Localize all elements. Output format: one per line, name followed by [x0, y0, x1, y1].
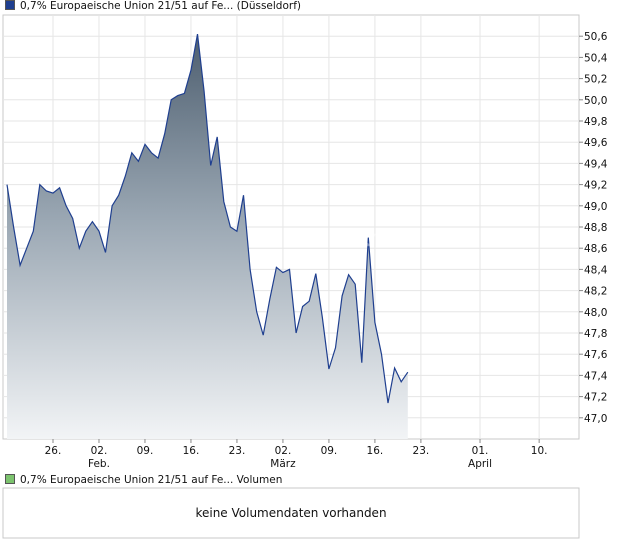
- y-tick-label: 49,0: [584, 201, 607, 213]
- x-tick-label: 09.: [321, 445, 338, 457]
- x-month-label: April: [468, 458, 492, 470]
- volume-panel-frame: [2, 487, 580, 539]
- x-tick-label: 02.: [275, 445, 292, 457]
- y-tick-label: 47,8: [584, 328, 607, 340]
- y-tick-label: 50,4: [584, 52, 608, 64]
- y-tick-label: 50,6: [584, 31, 608, 43]
- price-line: [6, 33, 409, 404]
- y-tick-label: 49,6: [584, 137, 608, 149]
- y-tick-label: 47,4: [584, 370, 608, 382]
- y-tick-label: 50,0: [584, 95, 607, 107]
- price-legend: 0,7% Europaeische Union 21/51 auf Fe... …: [5, 0, 301, 14]
- price-legend-swatch: [5, 0, 15, 10]
- y-tick-label: 48,8: [584, 222, 607, 234]
- watermark-logo: ECK: [350, 230, 392, 251]
- y-tick-label: 48,0: [584, 307, 607, 319]
- y-tick-label: 49,4: [584, 158, 608, 170]
- x-tick-label: 23.: [229, 445, 246, 457]
- y-tick-label: 49,8: [584, 116, 607, 128]
- price-legend-label: 0,7% Europaeische Union 21/51 auf Fe... …: [20, 0, 302, 12]
- volume-legend-label: 0,7% Europaeische Union 21/51 auf Fe... …: [20, 474, 283, 486]
- y-tick-label: 48,2: [584, 286, 607, 298]
- volume-legend-swatch: [5, 474, 15, 484]
- y-tick-label: 48,6: [584, 243, 608, 255]
- x-tick-label: 16.: [183, 445, 200, 457]
- x-tick-label: 01.: [472, 445, 489, 457]
- x-tick-label: 10.: [531, 445, 548, 457]
- price-area: [7, 34, 408, 439]
- y-tick-label: 47,2: [584, 392, 607, 404]
- x-tick-label: 02.: [91, 445, 108, 457]
- volume-empty-message: keine Volumendaten vorhanden: [195, 506, 387, 520]
- x-month-label: März: [270, 458, 296, 470]
- y-tick-label: 47,0: [584, 413, 607, 425]
- y-tick-label: 47,6: [584, 349, 608, 361]
- volume-legend: 0,7% Europaeische Union 21/51 auf Fe... …: [5, 474, 282, 488]
- y-tick-label: 49,2: [584, 180, 607, 192]
- x-tick-label: 26.: [45, 445, 62, 457]
- y-tick-label: 48,4: [584, 264, 608, 276]
- x-tick-label: 23.: [413, 445, 430, 457]
- x-tick-label: 16.: [367, 445, 384, 457]
- y-tick-label: 50,2: [584, 74, 607, 86]
- x-tick-label: 09.: [137, 445, 154, 457]
- x-month-label: Feb.: [88, 458, 110, 470]
